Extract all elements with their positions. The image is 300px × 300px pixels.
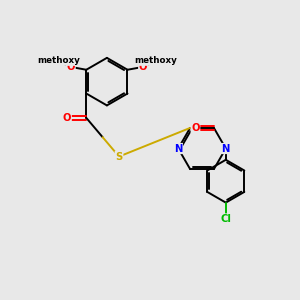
Text: Cl: Cl <box>220 214 231 224</box>
Text: O: O <box>67 62 75 72</box>
Text: O: O <box>191 123 200 133</box>
Text: N: N <box>174 143 182 154</box>
Text: O: O <box>63 113 71 123</box>
Text: O: O <box>139 62 147 72</box>
Text: S: S <box>116 152 123 161</box>
Text: S: S <box>116 152 123 161</box>
Text: methoxy: methoxy <box>134 56 177 65</box>
Text: N: N <box>222 143 230 154</box>
Text: methoxy: methoxy <box>37 56 80 65</box>
